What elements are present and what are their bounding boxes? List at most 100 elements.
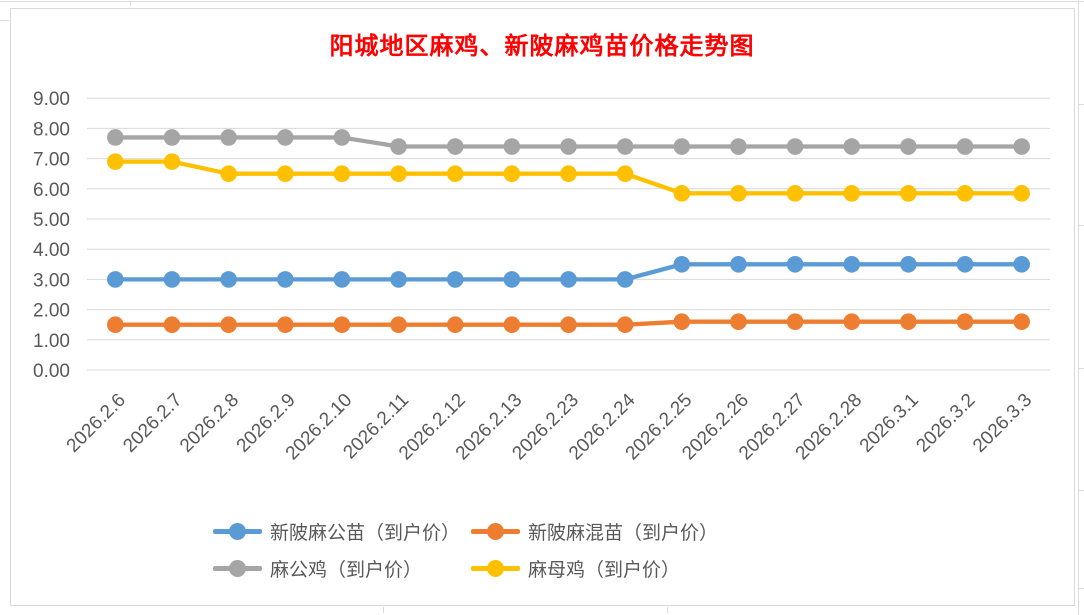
data-point — [220, 129, 237, 146]
data-point — [503, 271, 521, 288]
data-point — [163, 153, 181, 170]
chart-area[interactable] — [10, 8, 1075, 606]
data-point — [560, 271, 577, 288]
data-point — [786, 255, 804, 273]
data-point — [220, 316, 237, 334]
data-point — [843, 185, 861, 202]
x-axis-tick-label: 2026.3.3 — [969, 390, 1036, 457]
sheet-gridline-tick — [383, 607, 384, 613]
data-point — [900, 185, 917, 202]
data-point — [1013, 185, 1030, 202]
y-axis-tick-label: 0.00 — [33, 361, 70, 382]
data-point — [786, 313, 804, 330]
data-point — [446, 165, 464, 182]
sheet-gridline-top — [0, 1, 1084, 2]
data-point — [333, 316, 351, 334]
data-point — [107, 153, 124, 170]
chart-legend: 新陂麻公苗（到户价） 新陂麻混苗（到户价） 麻公鸡（到户价） 麻母鸡（到户价） — [213, 519, 718, 593]
sheet-gridline-tick — [667, 607, 668, 613]
sheet-gridline-tick — [1078, 368, 1084, 369]
legend-item-mamuji[interactable]: 麻母鸡（到户价） — [471, 555, 680, 582]
data-point — [446, 138, 464, 155]
data-point — [503, 165, 521, 182]
legend-item-xinpo-mahunmiao[interactable]: 新陂麻混苗（到户价） — [471, 518, 718, 545]
legend-label: 新陂麻混苗（到户价） — [528, 522, 719, 544]
data-point — [220, 165, 237, 182]
data-point — [107, 271, 124, 288]
legend-marker-line-dot-icon — [471, 559, 520, 577]
x-axis-tick-label: 2026.2.7 — [119, 390, 186, 457]
data-point — [1013, 313, 1030, 330]
data-point — [276, 271, 294, 288]
legend-marker-line-dot-icon — [471, 522, 520, 540]
data-point — [616, 138, 634, 155]
data-point — [107, 316, 124, 334]
data-point — [390, 316, 407, 334]
data-point — [843, 138, 861, 155]
y-axis-tick-label: 7.00 — [33, 150, 70, 171]
data-point — [1013, 138, 1030, 155]
data-point — [673, 185, 691, 202]
data-point — [730, 313, 747, 330]
data-point — [786, 138, 804, 155]
data-point — [163, 316, 181, 334]
sheet-gridline-tick — [1078, 225, 1084, 226]
x-axis-tick-label: 2026.2.8 — [176, 390, 243, 457]
y-axis-tick-label: 8.00 — [33, 119, 70, 140]
data-point — [956, 313, 974, 330]
data-point — [616, 165, 634, 182]
chart-title: 阳城地区麻鸡、新陂麻鸡苗价格走势图 — [329, 34, 755, 60]
data-point — [560, 138, 577, 155]
data-point — [956, 138, 974, 155]
data-point — [730, 185, 747, 202]
data-point — [730, 255, 747, 273]
legend-label: 麻母鸡（到户价） — [528, 559, 681, 581]
data-point — [843, 255, 861, 273]
sheet-gridline-tick — [1078, 588, 1084, 589]
x-axis-tick-label: 2026.2.6 — [63, 390, 130, 457]
legend-label: 麻公鸡（到户价） — [270, 559, 423, 581]
legend-item-magongji[interactable]: 麻公鸡（到户价） — [213, 555, 471, 582]
data-point — [786, 185, 804, 202]
sheet-gridline-tick — [0, 20, 9, 21]
data-point — [560, 165, 577, 182]
data-point — [276, 165, 294, 182]
legend-row: 新陂麻公苗（到户价） 新陂麻混苗（到户价） — [213, 518, 718, 545]
data-point — [333, 129, 351, 146]
x-axis-tick-label: 2026.3.1 — [856, 390, 923, 457]
sheet-gridline-tick — [1078, 490, 1084, 491]
y-axis-tick-label: 9.00 — [33, 89, 70, 110]
data-point — [163, 129, 181, 146]
y-axis-tick-label: 5.00 — [33, 210, 70, 231]
legend-row: 麻公鸡（到户价） 麻母鸡（到户价） — [213, 555, 718, 582]
data-point — [956, 255, 974, 273]
legend-label: 新陂麻公苗（到户价） — [270, 522, 461, 544]
y-axis-tick-label: 6.00 — [33, 180, 70, 201]
data-point — [673, 138, 691, 155]
data-point — [333, 271, 351, 288]
data-point — [843, 313, 861, 330]
data-point — [390, 165, 407, 182]
y-axis-tick-label: 3.00 — [33, 270, 70, 291]
data-point — [900, 255, 917, 273]
data-point — [616, 316, 634, 334]
data-point — [673, 313, 691, 330]
sheet-gridline-tick — [130, 1, 131, 6]
data-point — [560, 316, 577, 334]
x-axis-tick-label: 2026.3.2 — [912, 390, 979, 457]
data-point — [1013, 255, 1030, 273]
data-point — [900, 313, 917, 330]
data-point — [390, 138, 407, 155]
legend-item-xinpo-magongmiao[interactable]: 新陂麻公苗（到户价） — [213, 518, 471, 545]
data-point — [900, 138, 917, 155]
data-point — [163, 271, 181, 288]
data-point — [390, 271, 407, 288]
y-axis-tick-label: 2.00 — [33, 301, 70, 322]
data-point — [673, 255, 691, 273]
legend-marker-line-dot-icon — [213, 559, 262, 577]
data-point — [107, 129, 124, 146]
data-point — [503, 138, 521, 155]
data-point — [276, 129, 294, 146]
y-axis-tick-label: 1.00 — [33, 331, 70, 352]
